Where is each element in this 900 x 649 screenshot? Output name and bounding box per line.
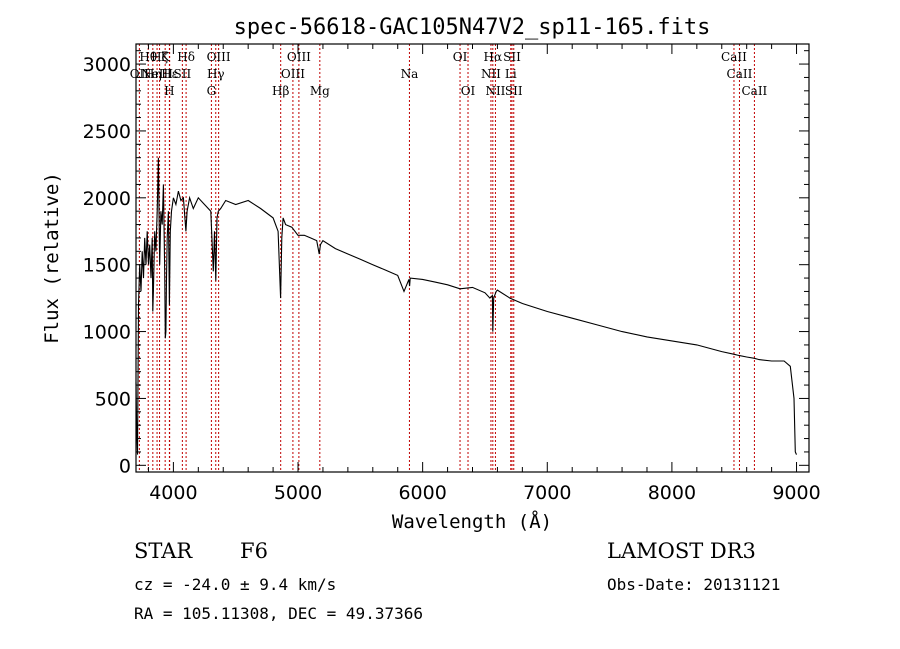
line-marker-label: OI bbox=[453, 50, 468, 64]
line-marker-label: SII bbox=[505, 84, 523, 98]
plot-frame bbox=[135, 43, 810, 473]
line-marker-label: Mg bbox=[310, 84, 330, 98]
survey-name: LAMOST DR3 bbox=[607, 539, 756, 563]
x-tick-label: 7000 bbox=[523, 482, 571, 504]
line-marker-labels: OIIHθHηNeIIIHζKHHεSIIHδGHγOIIIHβOIIIOIII… bbox=[130, 50, 768, 98]
line-marker-label: Hθ bbox=[139, 50, 157, 64]
line-marker-label: OII bbox=[130, 67, 150, 81]
spectral-subclass: F6 bbox=[240, 539, 268, 563]
line-marker-label: Hβ bbox=[272, 84, 289, 98]
y-axis-ticks: 0 500 1000 1500 2000 2500 3000 bbox=[83, 50, 809, 477]
line-marker-label: K bbox=[161, 50, 171, 64]
x-tick-label: 9000 bbox=[772, 482, 820, 504]
line-marker-label: G bbox=[207, 84, 217, 98]
object-class: STAR bbox=[134, 539, 193, 563]
line-marker-label: SII bbox=[503, 50, 521, 64]
line-marker-label: Hζ bbox=[151, 50, 168, 64]
line-marker-label: SII bbox=[174, 67, 192, 81]
observation-date: Obs-Date: 20131121 bbox=[607, 575, 781, 594]
y-tick-label: 0 bbox=[119, 455, 131, 477]
flux-series-line bbox=[135, 157, 798, 455]
chart-title: spec-56618-GAC105N47V2_sp11-165.fits bbox=[234, 15, 711, 40]
line-marker-label: CaII bbox=[727, 67, 753, 81]
y-tick-label: 1500 bbox=[83, 255, 131, 277]
y-tick-label: 1000 bbox=[83, 322, 131, 344]
x-axis-label: Wavelength (Å) bbox=[392, 510, 552, 533]
line-marker-label: Na bbox=[401, 67, 419, 81]
line-marker-label: OI bbox=[461, 84, 476, 98]
y-tick-label: 500 bbox=[95, 388, 131, 410]
y-tick-label: 2000 bbox=[83, 188, 131, 210]
line-marker-label: Hε bbox=[161, 67, 178, 81]
line-marker-label: NII bbox=[481, 67, 501, 81]
coordinates-readout: RA = 105.11308, DEC = 49.37366 bbox=[134, 604, 423, 623]
line-marker-label: OIII bbox=[287, 50, 311, 64]
x-axis-ticks: 4000 5000 6000 7000 8000 9000 bbox=[147, 44, 821, 504]
velocity-readout: cz = -24.0 ± 9.4 km/s bbox=[134, 575, 337, 594]
line-marker-label: NeIII bbox=[141, 67, 173, 81]
y-tick-label: 2500 bbox=[83, 121, 131, 143]
line-marker-label: H bbox=[164, 84, 174, 98]
x-tick-label: 5000 bbox=[274, 482, 322, 504]
line-marker-label: NII bbox=[485, 84, 505, 98]
line-marker-label: Hγ bbox=[207, 67, 225, 81]
line-marker-label: CaII bbox=[721, 50, 747, 64]
x-tick-label: 6000 bbox=[398, 482, 446, 504]
line-marker-label: CaII bbox=[741, 84, 767, 98]
line-marker-label: OIII bbox=[207, 50, 231, 64]
line-markers bbox=[138, 44, 755, 472]
x-tick-label: 8000 bbox=[648, 482, 696, 504]
line-marker-label: Hδ bbox=[177, 50, 195, 64]
x-tick-label: 4000 bbox=[149, 482, 197, 504]
line-marker-label: Li bbox=[505, 67, 517, 81]
line-marker-label: OIII bbox=[281, 67, 305, 81]
y-axis-label: Flux (relative) bbox=[41, 172, 63, 344]
line-marker-label: Hη bbox=[144, 67, 162, 81]
y-tick-label: 3000 bbox=[83, 54, 131, 76]
line-marker-label: Hα bbox=[484, 50, 503, 64]
